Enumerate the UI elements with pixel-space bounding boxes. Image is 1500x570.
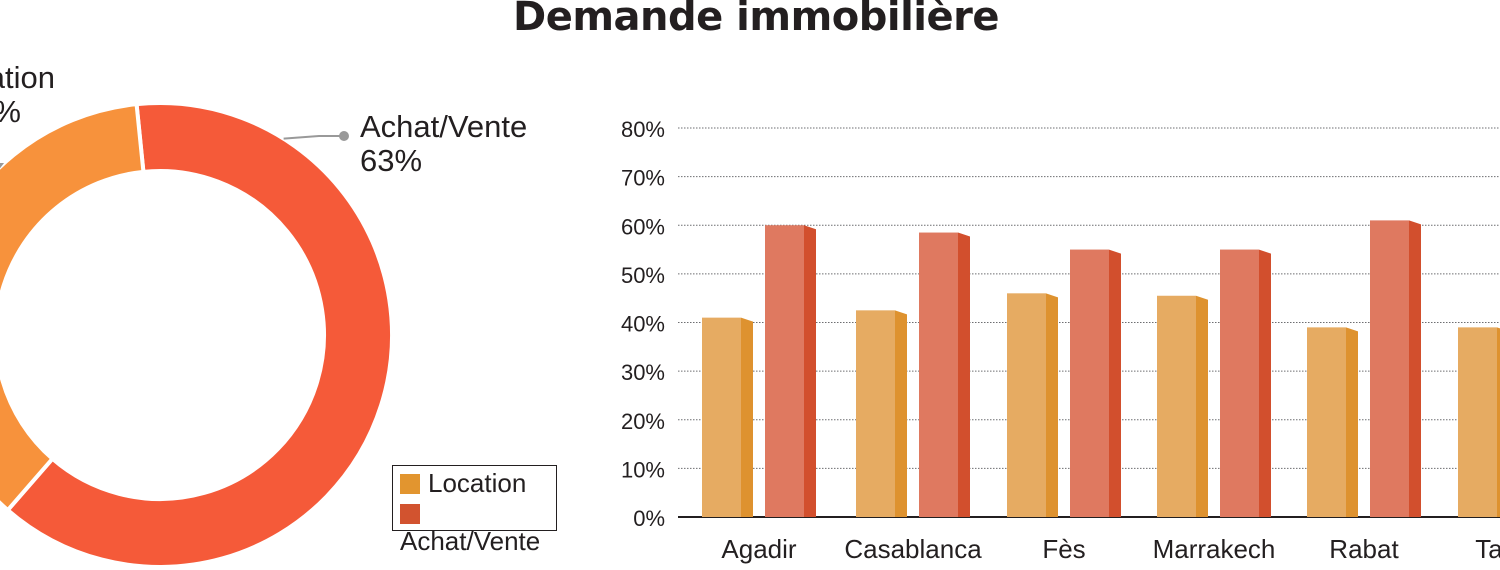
bar-location-side <box>1346 327 1358 517</box>
y-tick-label: 40% <box>621 312 665 337</box>
slice-value-location: 37% <box>0 94 21 129</box>
x-tick-label: Tanger <box>1475 534 1500 564</box>
bar-location-front <box>1458 327 1497 517</box>
bar-location-front <box>1157 295 1196 517</box>
bar-location-front <box>1307 327 1346 517</box>
bar-location-side <box>895 310 907 517</box>
donut-slice-achat-vente <box>4 101 394 569</box>
donut-legend: Location Achat/Vente <box>392 465 557 555</box>
leader-dot-achat-vente <box>339 131 349 141</box>
y-tick-label: 70% <box>621 166 665 191</box>
bar-achat-vente-side <box>1109 249 1121 517</box>
bar-achat-vente-front <box>1220 249 1259 517</box>
y-tick-label: 50% <box>621 263 665 288</box>
legend-item-location: Location <box>400 469 526 497</box>
slice-value-achat-vente: 63% <box>360 143 422 178</box>
y-tick-label: 80% <box>621 117 665 142</box>
bar-location-side <box>1046 293 1058 517</box>
leader-line-achat-vente <box>283 135 344 140</box>
bar-location-front <box>702 317 741 517</box>
y-tick-label: 60% <box>621 214 665 239</box>
bar-achat-vente-front <box>765 225 804 517</box>
bar-achat-vente-front <box>1370 220 1409 517</box>
leader-line-location <box>0 163 5 169</box>
y-tick-label: 0% <box>633 506 665 531</box>
bar-achat-vente-side <box>804 225 816 517</box>
bar-location-side <box>1497 327 1500 517</box>
bar-location-side <box>1196 295 1208 517</box>
bar-achat-vente-side <box>958 232 970 517</box>
legend-label-achat-vente: Achat/Vente <box>400 526 541 556</box>
page-title: Demande immobilière <box>513 0 999 40</box>
x-tick-label: Agadir <box>721 534 796 564</box>
legend-swatch-achat-vente <box>400 504 420 524</box>
bar-achat-vente-front <box>919 232 958 517</box>
bar-location-front <box>856 310 895 517</box>
bar-location-side <box>741 317 753 517</box>
bar-location-front <box>1007 293 1046 517</box>
x-tick-label: Fès <box>1042 534 1085 564</box>
legend-swatch-location <box>400 474 420 494</box>
bar-achat-vente-side <box>1409 220 1421 517</box>
x-tick-label: Rabat <box>1329 534 1399 564</box>
donut-slice-location <box>0 101 146 513</box>
slice-label-location: Location <box>0 60 55 95</box>
slice-label-achat-vente: Achat/Vente <box>360 109 527 144</box>
bar-achat-vente-front <box>1070 249 1109 517</box>
x-tick-label: Marrakech <box>1153 534 1276 564</box>
x-tick-label: Casablanca <box>844 534 982 564</box>
y-tick-label: 20% <box>621 409 665 434</box>
legend-item-achat-vente: Achat/Vente <box>400 499 556 555</box>
y-tick-label: 30% <box>621 360 665 385</box>
bar-achat-vente-side <box>1259 249 1271 517</box>
legend-label-location: Location <box>428 468 527 498</box>
y-tick-label: 10% <box>621 457 665 482</box>
